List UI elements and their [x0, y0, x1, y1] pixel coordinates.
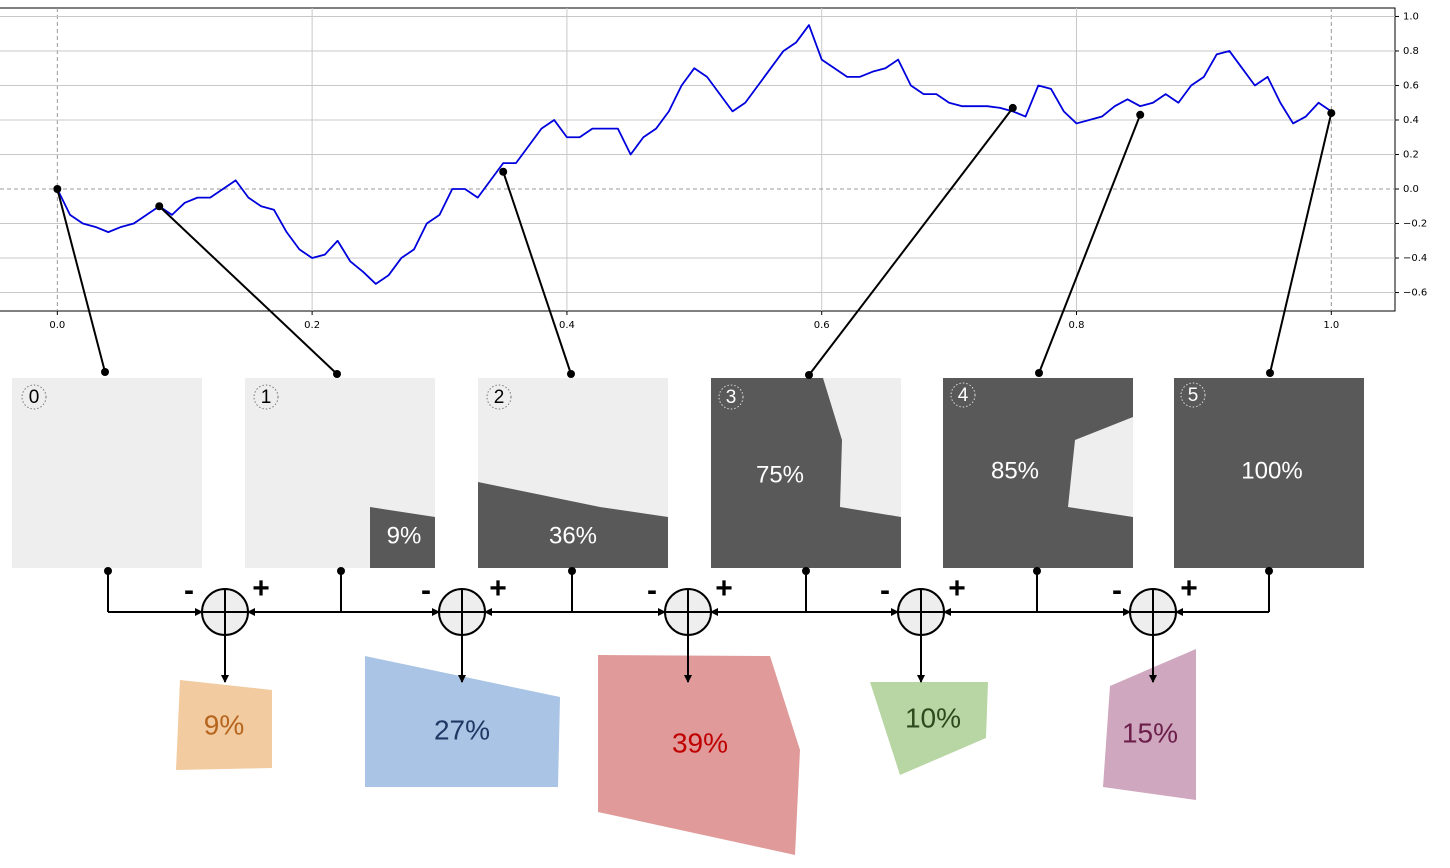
y-tick-label: 0.4 [1403, 115, 1419, 126]
x-tick-label: 0.4 [559, 320, 575, 331]
difference-shape [870, 682, 988, 775]
y-tick-label: 0.6 [1403, 80, 1419, 91]
empty-region [1068, 417, 1133, 517]
plus-sign: + [252, 572, 270, 605]
minus-sign: - [647, 574, 657, 607]
y-tick-label: 1.0 [1403, 11, 1419, 22]
x-tick-label: 0.6 [814, 320, 830, 331]
index-circle [21, 384, 47, 410]
connector [158, 205, 338, 375]
difference-shape [598, 655, 800, 855]
y-tick-label: 0.8 [1403, 46, 1419, 57]
panel-index: 3 [726, 387, 737, 408]
difference-label: 10% [905, 702, 961, 733]
connector [1038, 114, 1142, 374]
index-circle [486, 384, 512, 410]
index-circle [1180, 382, 1206, 408]
filled-region [478, 482, 668, 568]
connector [1269, 112, 1333, 374]
index-circle [253, 384, 279, 410]
y-tick-label: −0.2 [1403, 219, 1427, 230]
y-tick-label: 0.2 [1403, 149, 1419, 160]
plus-sign: + [489, 572, 507, 605]
anchor-dot [333, 370, 341, 378]
plus-sign: + [715, 572, 733, 605]
difference-shape [1103, 649, 1196, 800]
anchor-dot [101, 368, 109, 376]
x-tick-label: 0.0 [49, 320, 65, 331]
panel-fill: 85% [991, 457, 1039, 484]
y-tick-label: −0.4 [1403, 253, 1427, 264]
data-line [56, 24, 1332, 285]
anchor-dot [805, 371, 813, 379]
panel-index: 5 [1188, 385, 1199, 406]
line-chart: 0.0 0.2 0.4 0.6 0.8 1.0 1.0 0.8 0.6 0.4 0.2 0.0 −0.2… [0, 7, 1427, 331]
anchor-dot [567, 370, 575, 378]
difference-shape [176, 680, 272, 770]
index-circle [718, 384, 744, 410]
panel-index: 4 [958, 385, 969, 406]
minus-sign: - [421, 574, 431, 607]
panel-fill: 75% [756, 461, 804, 488]
wiring: - + - + - + - + - + [53, 103, 1336, 683]
empty-region [823, 378, 901, 517]
x-tick-label: 0.8 [1069, 320, 1085, 331]
panels: 0 1 9% 2 36% 3 75% 4 85% 5 100% [12, 378, 1364, 568]
panel-index: 2 [494, 387, 505, 408]
minus-sign: - [184, 574, 194, 607]
y-tick-label: 0.0 [1403, 184, 1419, 195]
plus-sign: + [1180, 572, 1198, 605]
difference-label: 15% [1122, 717, 1178, 748]
panel-index: 0 [29, 387, 40, 408]
marker [1327, 109, 1336, 118]
panel-fill: 100% [1241, 457, 1302, 484]
x-tick-label: 0.2 [304, 320, 320, 331]
x-tick-label: 1.0 [1323, 320, 1339, 331]
panel [1174, 378, 1364, 568]
filled-region [370, 507, 435, 568]
connector [56, 188, 106, 373]
marker [53, 185, 62, 194]
minus-sign: - [1112, 574, 1122, 607]
minus-sign: - [880, 574, 890, 607]
anchor-dot [1266, 369, 1274, 377]
panel-fill: 36% [549, 522, 597, 549]
marker [1136, 110, 1145, 119]
marker [499, 167, 508, 176]
plot-frame [0, 7, 1396, 312]
panel-fill: 9% [387, 522, 422, 549]
difference-label: 39% [672, 727, 728, 758]
marker [155, 202, 164, 211]
index-circle [950, 382, 976, 408]
connector [808, 107, 1014, 376]
difference-label: 27% [434, 714, 490, 745]
panel [12, 378, 202, 568]
marker [1008, 103, 1017, 112]
anchor-dot [1035, 369, 1043, 377]
plus-sign: + [948, 572, 966, 605]
connector [502, 171, 572, 375]
differences: 9% 27% 39% 10% 15% [176, 649, 1196, 855]
y-tick-label: −0.6 [1403, 288, 1427, 299]
panel-index: 1 [261, 387, 272, 408]
difference-shape [365, 656, 560, 787]
difference-label: 9% [204, 709, 244, 740]
